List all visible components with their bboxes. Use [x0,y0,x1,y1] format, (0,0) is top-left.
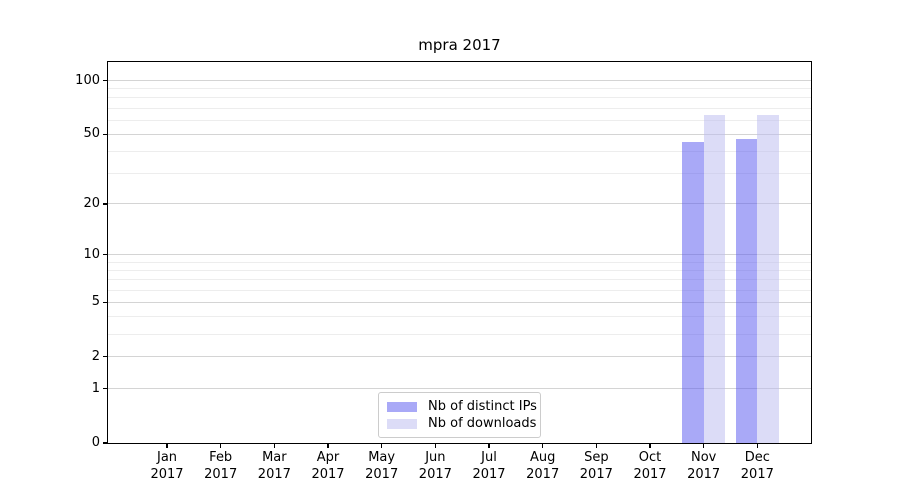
gridline-minor [108,289,811,291]
x-tick-label: Jun 2017 [418,450,452,482]
bar [757,115,779,443]
x-tick-label: Feb 2017 [204,450,238,482]
x-tick-mark [649,443,651,448]
x-tick-mark [380,443,383,448]
legend-label-downloads: Nb of downloads [428,416,537,431]
x-tick-mark [434,443,437,448]
legend-swatch-downloads [387,418,417,429]
x-tick-label: Sep 2017 [579,450,613,482]
gridline-major [108,80,811,82]
x-tick-label: Oct 2017 [633,450,667,482]
gridline-major [108,203,811,205]
x-tick-mark [488,443,490,448]
y-tick-label: 0 [91,435,100,450]
y-tick-mark [103,442,108,444]
y-tick-label: 2 [91,348,100,364]
y-tick-label: 20 [83,195,100,211]
bar [703,115,726,443]
y-tick-label: 5 [91,294,100,310]
y-tick-mark [103,301,108,303]
gridline-minor [108,119,811,121]
x-tick-label: Jul 2017 [472,450,506,482]
gridline-minor [108,150,811,152]
y-tick-mark [103,254,108,256]
gridline-major [108,356,811,358]
y-tick-mark [103,387,108,390]
y-tick-label: 1 [91,380,100,396]
y-tick-label: 50 [83,126,100,142]
y-tick-mark [103,133,108,135]
legend-item-distinct-ips: Nb of distinct IPs [387,398,537,415]
chart-title: mpra 2017 [418,36,501,54]
legend-swatch-distinct-ips [387,401,417,412]
gridline-minor [108,261,811,263]
gridline-minor [108,97,811,99]
x-tick-label: Apr 2017 [311,450,345,482]
x-tick-label: Jan 2017 [150,450,184,482]
x-tick-mark [702,443,705,448]
gridline-minor [108,172,811,174]
y-tick-mark [103,203,108,205]
gridline-major [108,301,811,303]
x-tick-label: May 2017 [365,450,399,482]
gridline-minor [108,88,811,90]
x-tick-mark [541,443,544,448]
y-tick-label: 100 [75,72,100,88]
x-tick-mark [595,443,598,448]
y-tick-mark [103,356,108,358]
gridline-minor [108,316,811,318]
x-tick-mark [166,443,168,448]
legend-item-downloads: Nb of downloads [387,415,536,432]
x-tick-label: Nov 2017 [687,450,721,482]
gridline-major [108,254,811,256]
gridline-minor [108,333,811,335]
x-tick-mark [327,443,329,448]
gridline-minor [108,269,811,271]
x-tick-mark [756,443,759,448]
x-tick-label: Dec 2017 [740,450,774,482]
gridline-minor [108,279,811,281]
y-tick-mark [103,79,108,82]
legend-label-distinct-ips: Nb of distinct IPs [428,399,537,414]
x-tick-label: Mar 2017 [257,450,291,482]
x-tick-mark [219,443,222,448]
bar [735,139,758,443]
gridline-minor [108,107,811,109]
bar [682,142,704,443]
gridline-major [108,133,811,135]
x-tick-label: Aug 2017 [526,450,560,482]
legend: Nb of distinct IPs Nb of downloads [378,392,541,438]
plot-area [107,61,812,444]
x-tick-mark [273,443,276,448]
y-tick-label: 10 [83,246,100,262]
gridline-major [108,388,811,390]
